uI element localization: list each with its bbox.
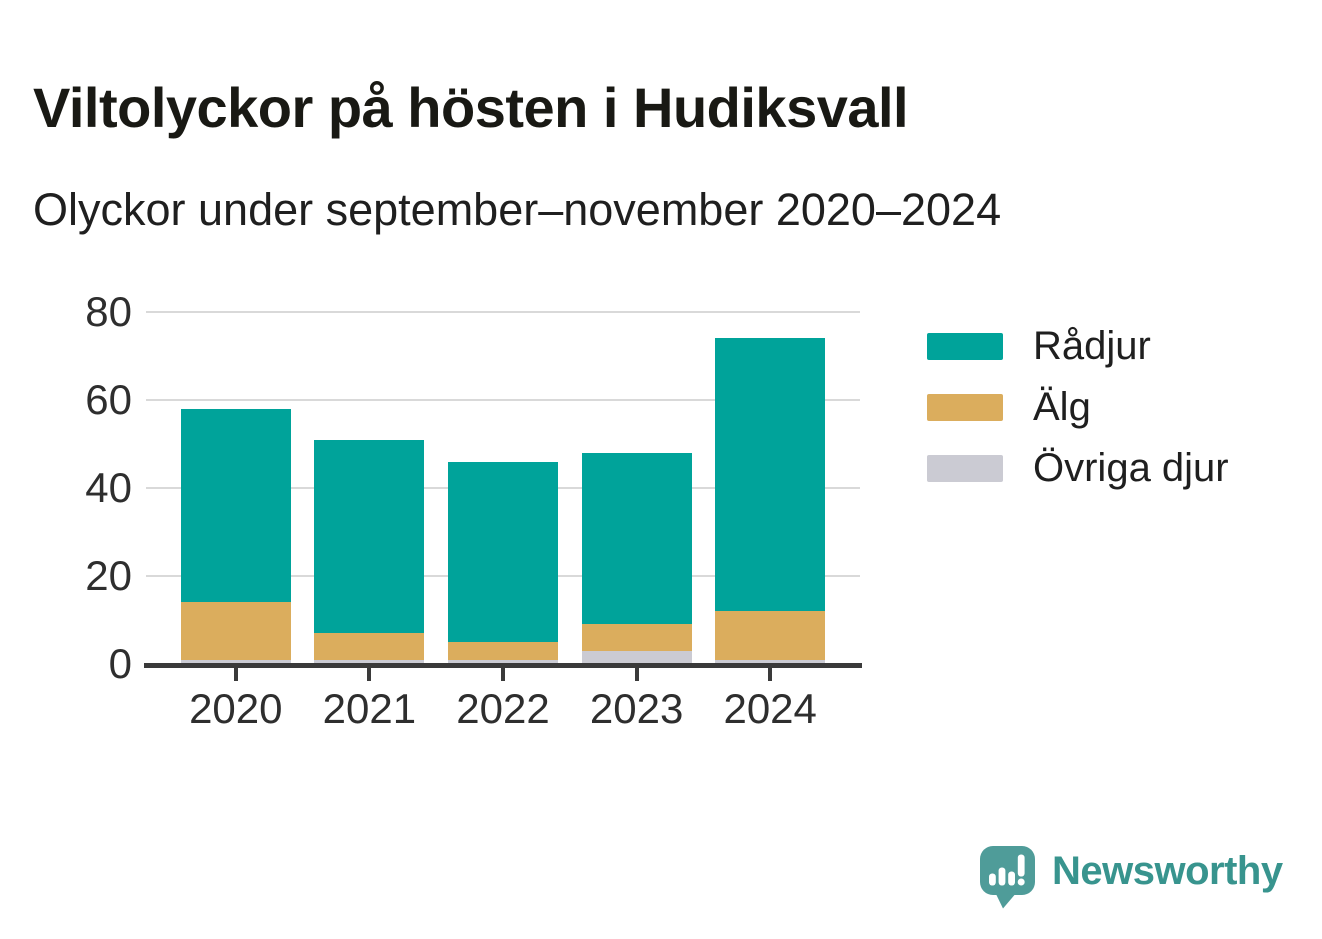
- gridline-80: [146, 311, 860, 313]
- gridline-60: [146, 399, 860, 401]
- x-tick-label-2024: 2024: [723, 685, 817, 732]
- bar-segment-alg-2024: [715, 611, 826, 660]
- legend-label-alg: Älg: [1033, 385, 1091, 429]
- newsworthy-logo-icon: [980, 846, 1035, 909]
- x-axis-tick-2023: [634, 668, 639, 681]
- x-axis-tick-2020: [233, 668, 238, 681]
- bar-segment-alg-2021: [314, 633, 425, 660]
- bar-segment-radjur-2023: [581, 452, 692, 625]
- y-tick-label-60: 60: [85, 376, 132, 423]
- legend-swatch-ovriga-djur: [927, 454, 1003, 482]
- legend-label-radjur: Rådjur: [1033, 324, 1151, 368]
- plot-area: 2020 2021 2022 2023 2024: [144, 311, 862, 730]
- y-tick-label-40: 40: [85, 464, 132, 511]
- legend-item-radjur: Rådjur: [927, 326, 1229, 366]
- x-axis-tick-2021: [367, 668, 372, 681]
- x-tick-label-2022: 2022: [456, 685, 550, 732]
- x-axis-tick-2024: [768, 668, 773, 681]
- bar-segment-alg-2022: [448, 642, 558, 660]
- bar-segment-radjur-2021: [314, 439, 425, 634]
- bar-segment-radjur-2022: [448, 461, 558, 642]
- legend-swatch-radjur: [927, 332, 1003, 360]
- bar-segment-alg-2023: [581, 624, 692, 651]
- bar-segment-alg-2020: [180, 602, 291, 660]
- chart-title: Viltolyckor på hösten i Hudiksvall: [33, 75, 909, 139]
- legend: Rådjur Älg Övriga djur: [927, 326, 1229, 509]
- chart-subtitle: Olyckor under september–november 2020–20…: [33, 184, 1002, 235]
- x-tick-label-2020: 2020: [189, 685, 283, 732]
- bar-segment-ovriga-djur-2021: [314, 659, 425, 664]
- y-tick-label-80: 80: [85, 288, 132, 335]
- bar-segment-ovriga-djur-2022: [448, 659, 558, 664]
- legend-item-ovriga-djur: Övriga djur: [927, 448, 1229, 488]
- bar-chart-glyph: [989, 854, 1025, 886]
- bar-segment-ovriga-djur-2020: [180, 659, 291, 664]
- speech-bubble-shape: [980, 846, 1035, 909]
- bar-segment-ovriga-djur-2024: [715, 659, 826, 664]
- x-tick-label-2021: 2021: [322, 685, 417, 732]
- x-axis-tick-2022: [501, 668, 505, 681]
- x-tick-label-2023: 2023: [589, 685, 684, 732]
- newsworthy-logo-text: Newsworthy: [1052, 849, 1283, 893]
- legend-swatch-alg: [927, 393, 1003, 421]
- branding: Newsworthy: [980, 846, 1283, 909]
- y-axis: 0 20 40 60 80: [0, 291, 132, 685]
- y-tick-label-20: 20: [85, 552, 132, 599]
- bar-segment-radjur-2024: [715, 338, 826, 612]
- bar-segment-radjur-2020: [180, 408, 291, 603]
- y-tick-label-0: 0: [108, 640, 132, 687]
- legend-label-ovriga-djur: Övriga djur: [1033, 446, 1229, 490]
- legend-item-alg: Älg: [927, 387, 1229, 427]
- x-axis-line: [144, 663, 862, 668]
- bar-segment-ovriga-djur-2023: [581, 650, 692, 664]
